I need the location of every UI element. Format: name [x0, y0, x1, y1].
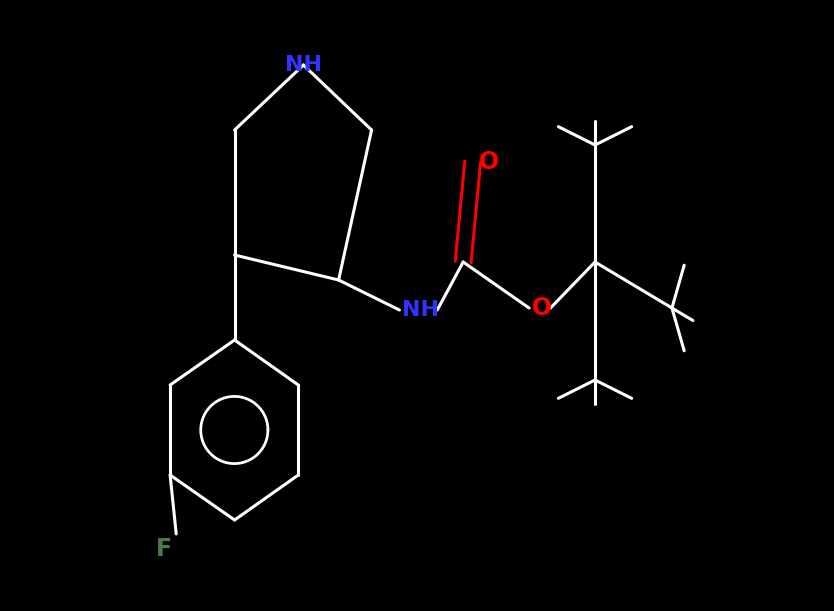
Text: O: O — [479, 150, 499, 174]
Text: F: F — [156, 537, 172, 561]
Text: NH: NH — [285, 55, 322, 75]
Text: NH: NH — [403, 300, 440, 320]
Text: O: O — [532, 296, 552, 320]
